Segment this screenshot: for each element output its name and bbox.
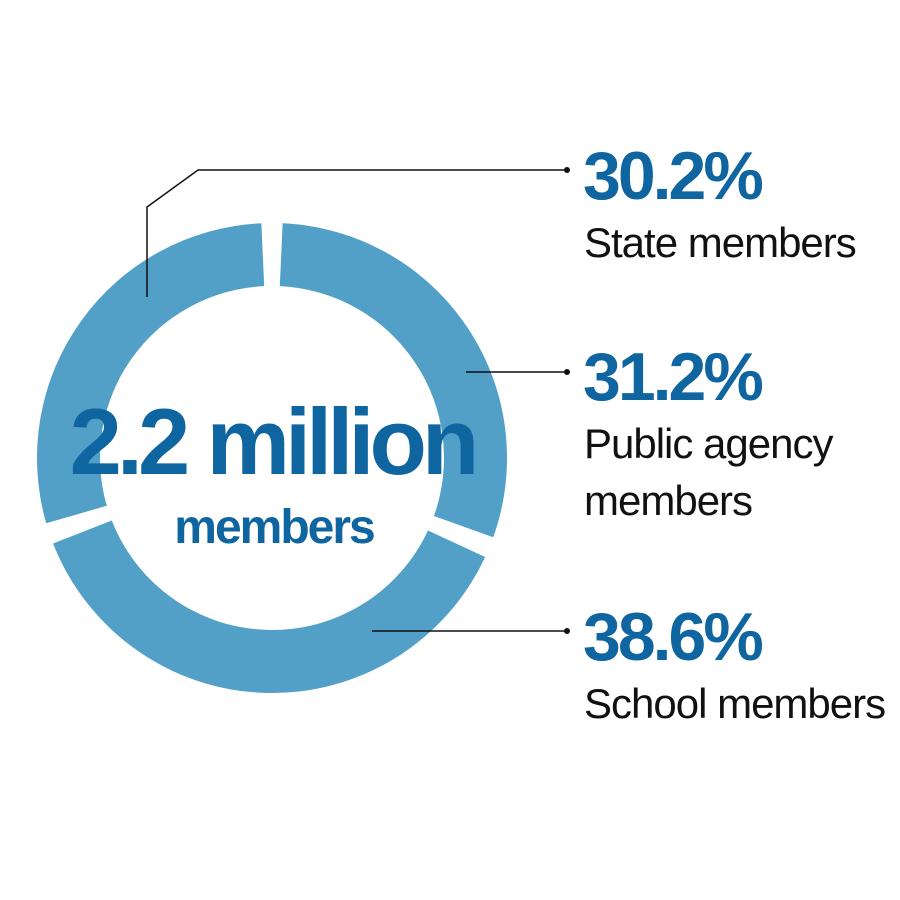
leader-dot-public-agency xyxy=(564,369,570,375)
slice-pct-state: 30.2% xyxy=(583,138,762,214)
donut-ring xyxy=(36,223,508,693)
center-total-label: members xyxy=(174,501,374,554)
center-total-value: 2.2 million xyxy=(70,389,475,494)
slice-label-public-agency-line1: Public agency xyxy=(584,420,833,467)
leader-dot-school xyxy=(564,628,570,634)
slice-pct-public-agency: 31.2% xyxy=(583,339,762,415)
leader-line-state xyxy=(146,169,567,297)
slice-label-state: State members xyxy=(584,219,856,266)
slice-label-school: School members xyxy=(584,680,885,727)
leader-dot-state xyxy=(564,167,570,173)
slice-label-public-agency-line2: members xyxy=(584,477,752,524)
donut-segment-state xyxy=(36,223,265,524)
slice-labels: 30.2% State members 31.2% Public agency … xyxy=(583,138,886,727)
leader-lines xyxy=(146,167,570,634)
donut-segment-public-agency xyxy=(279,223,508,538)
slice-pct-school: 38.6% xyxy=(583,599,762,675)
donut-segment-school xyxy=(53,520,486,693)
center-label: 2.2 million members xyxy=(70,389,480,554)
